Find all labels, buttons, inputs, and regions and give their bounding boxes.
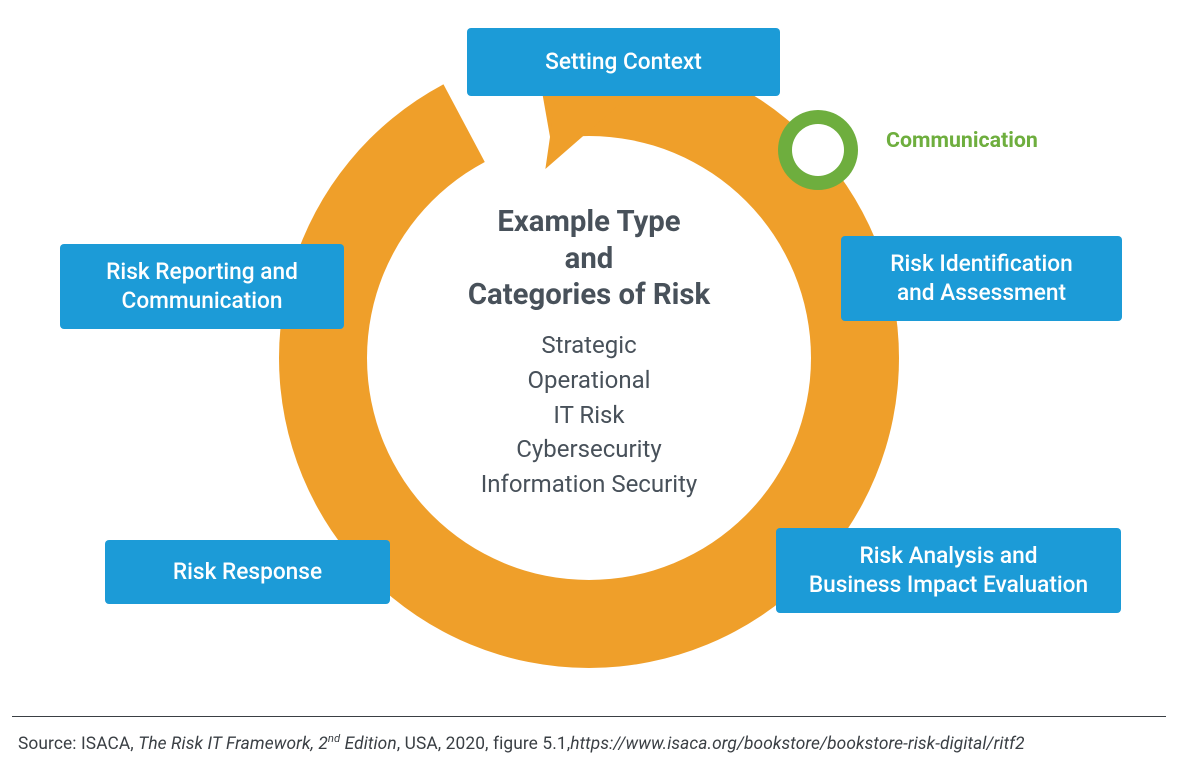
- stage-box-risk-response: Risk Response: [105, 540, 390, 604]
- stage-box-risk-reporting: Risk Reporting andCommunication: [60, 244, 344, 329]
- stage-box-label: Setting Context: [545, 48, 702, 76]
- stage-box-setting-context: Setting Context: [467, 28, 780, 96]
- communication-label: Communication: [886, 128, 1038, 153]
- stage-box-label: Risk Reporting andCommunication: [106, 258, 298, 315]
- source-prefix: Source: ISACA,: [18, 734, 138, 754]
- center-category-item: Information Security: [398, 467, 780, 502]
- center-category-list: StrategicOperationalIT RiskCybersecurity…: [398, 328, 780, 502]
- source-sup: nd: [328, 732, 340, 745]
- stage-box-risk-identification: Risk Identificationand Assessment: [841, 236, 1122, 321]
- stage-box-label: Risk Identificationand Assessment: [890, 250, 1072, 307]
- center-title-line: and: [398, 241, 780, 278]
- center-title: Example TypeandCategories of Risk: [398, 204, 780, 314]
- source-url: https://www.isaca.org/bookstore/bookstor…: [570, 734, 1024, 754]
- stage-box-risk-analysis: Risk Analysis andBusiness Impact Evaluat…: [776, 528, 1121, 613]
- center-category-item: Cybersecurity: [398, 432, 780, 467]
- source-divider: [12, 716, 1166, 717]
- center-title-line: Categories of Risk: [398, 277, 780, 314]
- center-category-item: Operational: [398, 363, 780, 398]
- center-title-line: Example Type: [398, 204, 780, 241]
- stage-box-label: Risk Analysis andBusiness Impact Evaluat…: [809, 542, 1088, 599]
- center-content: Example TypeandCategories of Risk Strate…: [398, 204, 780, 502]
- source-citation: Source: ISACA, The Risk IT Framework, 2n…: [18, 732, 1025, 754]
- diagram-canvas: Example TypeandCategories of Risk Strate…: [0, 0, 1178, 769]
- source-title-after: Edition: [340, 734, 396, 754]
- source-title: The Risk IT Framework, 2: [138, 734, 328, 754]
- center-category-item: Strategic: [398, 328, 780, 363]
- source-mid: , USA, 2020, figure 5.1,: [397, 734, 570, 754]
- stage-box-label: Risk Response: [173, 558, 322, 586]
- center-category-item: IT Risk: [398, 398, 780, 433]
